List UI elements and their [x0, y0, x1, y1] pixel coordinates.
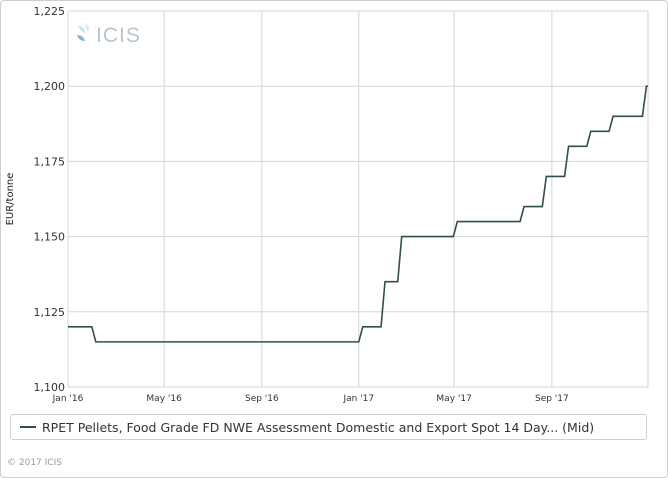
- axes: 1,100 1,125 1,150 1,175 1,200 1,225 Jan '16 May…: [34, 5, 569, 404]
- copyright-text: © 2017 ICIS: [7, 458, 62, 468]
- y-tick-label: 1,125: [34, 306, 66, 319]
- y-axis-title: EUR/tonne: [5, 173, 16, 226]
- grid: [67, 10, 649, 388]
- line-chart: 1,100 1,125 1,150 1,175 1,200 1,225 Jan '16 May…: [5, 5, 649, 404]
- y-tick-label: 1,175: [34, 155, 66, 168]
- y-tick-label: 1,150: [34, 231, 66, 244]
- x-tick-label: May '16: [146, 394, 182, 404]
- series-line[interactable]: [68, 85, 648, 343]
- legend-item-label[interactable]: RPET Pellets, Food Grade FD NWE Assessme…: [42, 419, 595, 435]
- x-tick-label: Sep '16: [245, 394, 279, 404]
- x-tick-label: May '17: [436, 394, 471, 404]
- y-tick-label: 1,200: [34, 80, 66, 93]
- x-tick-label: Jan '17: [342, 394, 374, 404]
- series-layer: [68, 85, 648, 343]
- watermark-text: ICIS: [96, 24, 141, 47]
- y-tick-label: 1,225: [34, 5, 66, 18]
- legend[interactable]: RPET Pellets, Food Grade FD NWE Assessme…: [10, 414, 647, 440]
- x-tick-label: Sep '17: [535, 394, 569, 404]
- x-tick-label: Jan '16: [52, 394, 84, 404]
- watermark: ICIS: [75, 23, 141, 49]
- y-tick-label: 1,100: [34, 381, 66, 394]
- legend-swatch: [20, 426, 36, 428]
- icis-logo-icon: [77, 24, 90, 41]
